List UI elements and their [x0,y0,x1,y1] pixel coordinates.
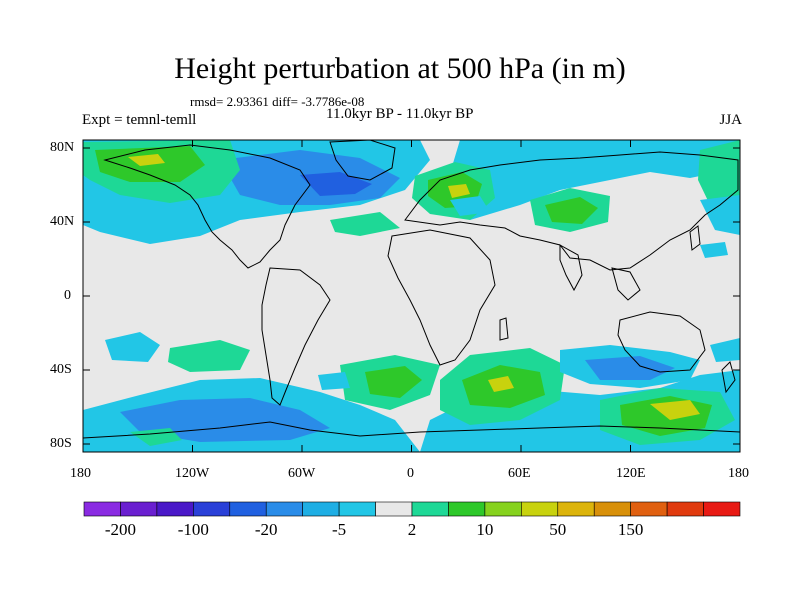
sh-green-pacific-center [168,340,250,372]
stats-label: rmsd= 2.93361 diff= -3.7786e-08 [190,94,365,109]
nh-green-asia-inner [545,197,598,224]
colorbar-label: -200 [104,520,137,539]
coast-australia [617,311,706,373]
sh-green-small-patagonia-inner [365,366,422,398]
colorbar-box [83,501,121,517]
nh-yellow-pacific [128,154,165,166]
colorbar-box [630,501,668,517]
colorbar-box [557,501,595,517]
lat-label-40s: 40S [50,362,72,377]
colorbar-box [338,501,376,517]
sh-blue-australia-dark [585,356,675,380]
lat-label-80s: 80S [50,436,72,451]
sh-blue-pacific-center [105,332,160,362]
coast-south-america [261,267,331,406]
colorbar-label: -5 [332,520,347,539]
lon-label-120w: 120W [175,466,210,481]
coast-eurasia [404,151,739,271]
colorbar-label: -20 [254,520,278,539]
contour-field [83,140,740,452]
nh-blue-pacific-east [700,195,740,235]
experiment-label: Expt = temnl-temll [82,112,197,128]
season-label: JJA [719,112,742,128]
sh-blue-east-edge [710,338,740,362]
colorbar-box [593,501,631,517]
map-title: Height perturbation at 500 hPa (in m) [174,52,626,85]
nh-blue-atlantic [450,196,490,216]
nh-yellow-europe [448,184,470,198]
sh-blue-atlantic [318,372,350,390]
lat-label-80n: 80N [50,140,75,155]
colorbar-box [193,501,231,517]
colorbar-box [666,501,704,517]
colorbar-box [411,501,449,517]
coastlines [83,140,740,439]
sh-yellow-south-pacific [650,400,700,420]
coast-new-zealand [721,361,736,394]
colorbar-label: 50 [549,520,567,539]
colorbar-box [448,501,486,517]
lat-label-40n: 40N [50,214,75,229]
sh-yellow-indian [488,376,514,392]
nh-blue-small [700,242,728,258]
lon-label-180-west: 180 [70,466,91,481]
colorbar-box [265,501,303,517]
coast-japan [689,225,701,251]
coast-greenland [329,140,396,181]
colorbar-box [120,501,158,517]
colorbar-box [156,501,194,517]
lon-label-60e: 60E [508,466,531,481]
lat-label-0: 0 [64,288,71,303]
colorbar-box [375,501,413,517]
coast-madagascar [499,317,509,341]
lon-ticks [82,140,741,452]
colorbar-label: 2 [407,520,417,539]
colorbar-box [703,501,741,517]
colorbar [83,501,741,517]
colorbar-label: 150 [617,520,644,539]
colorbar-box [302,501,340,517]
colorbar-label: 10 [476,520,494,539]
lon-label-60w: 60W [288,466,316,481]
lat-ticks [83,147,740,445]
colorbar-box [521,501,559,517]
nh-green-north-asia [698,140,740,210]
lon-label-180-east: 180 [728,466,749,481]
colorbar-box [484,501,522,517]
coast-antarctica [83,421,740,439]
coast-africa [387,229,496,366]
coast-north-america [103,144,311,269]
nh-blue-band-2 [445,140,740,220]
colorbar-box [229,501,267,517]
period-label: 11.0kyr BP - 11.0kyr BP [326,106,474,122]
nh-green-central-asia [330,212,400,236]
colorbar-label: -100 [177,520,209,539]
nh-blue-darkest [300,172,372,196]
lon-label-120e: 120E [616,466,646,481]
coast-india [559,244,583,292]
coast-southeast-asia [611,267,641,301]
lon-label-0: 0 [407,466,414,481]
